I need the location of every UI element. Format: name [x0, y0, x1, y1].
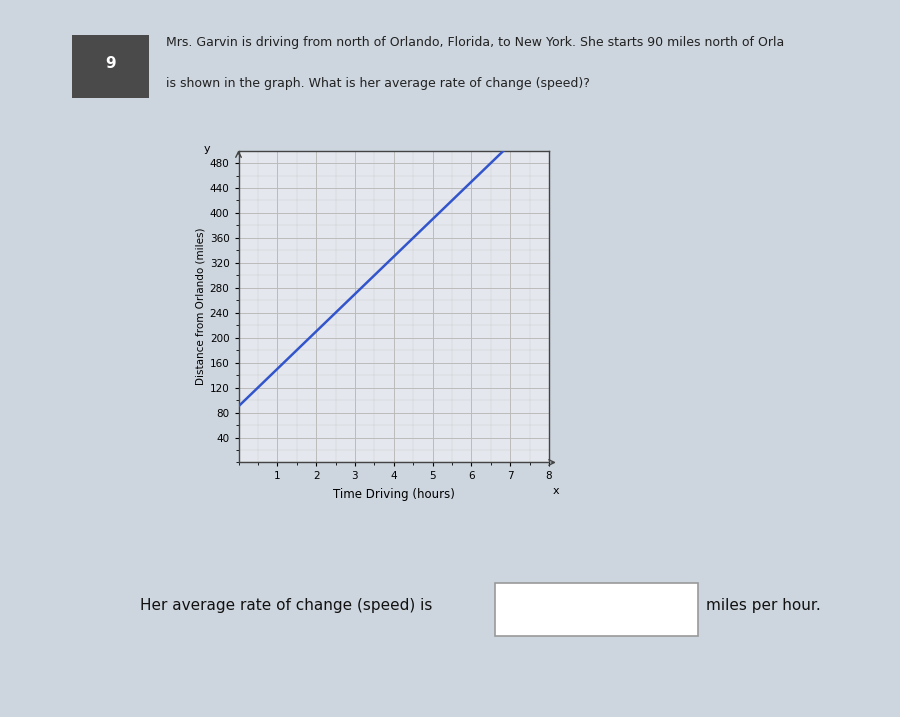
Text: Mrs. Garvin is driving from north of Orlando, Florida, to New York. She starts 9: Mrs. Garvin is driving from north of Orl…: [166, 37, 785, 49]
Text: 9: 9: [105, 56, 115, 71]
Text: y: y: [204, 143, 211, 153]
Text: is shown in the graph. What is her average rate of change (speed)?: is shown in the graph. What is her avera…: [166, 77, 590, 90]
Y-axis label: Distance from Orlando (miles): Distance from Orlando (miles): [195, 228, 205, 385]
X-axis label: Time Driving (hours): Time Driving (hours): [333, 488, 454, 501]
FancyBboxPatch shape: [495, 582, 698, 637]
FancyBboxPatch shape: [72, 34, 148, 98]
Text: miles per hour.: miles per hour.: [706, 598, 821, 612]
Text: Her average rate of change (speed) is: Her average rate of change (speed) is: [140, 598, 432, 612]
Text: x: x: [553, 486, 559, 496]
